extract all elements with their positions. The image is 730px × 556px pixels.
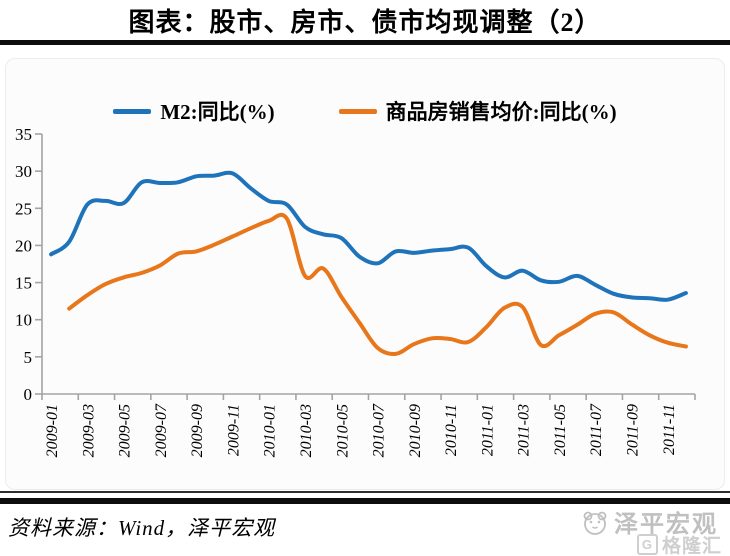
- legend-label-houseprice: 商品房销售均价:同比(%): [385, 100, 617, 124]
- svg-text:25: 25: [15, 199, 32, 218]
- svg-text:2009-11: 2009-11: [225, 404, 242, 456]
- legend-item-m2: M2:同比(%): [113, 96, 275, 126]
- svg-text:2009-05: 2009-05: [117, 404, 134, 457]
- svg-text:2010-09: 2010-09: [407, 404, 424, 457]
- svg-text:2009-01: 2009-01: [44, 404, 61, 457]
- svg-text:2009-09: 2009-09: [189, 404, 206, 457]
- watermark-brand1-text: 泽平宏观: [614, 511, 718, 538]
- svg-text:2010-07: 2010-07: [371, 403, 388, 457]
- source-note: 资料来源：Wind，泽平宏观: [8, 516, 276, 540]
- watermark-brand2-text: 格隆汇: [661, 536, 722, 556]
- title-divider-bar: [0, 40, 730, 45]
- svg-text:5: 5: [24, 348, 33, 367]
- gelonghui-logo-icon: G: [636, 534, 658, 555]
- svg-text:10: 10: [15, 311, 32, 330]
- svg-text:2011-07: 2011-07: [588, 403, 605, 456]
- svg-text:20: 20: [15, 236, 32, 255]
- svg-text:35: 35: [15, 125, 32, 144]
- svg-text:2011-11: 2011-11: [661, 404, 678, 455]
- svg-text:0: 0: [24, 385, 33, 404]
- svg-text:2011-09: 2011-09: [625, 404, 642, 456]
- legend-label-m2: M2:同比(%): [160, 100, 275, 124]
- svg-text:2009-03: 2009-03: [80, 404, 97, 457]
- houseprice-line-swatch: [338, 108, 377, 114]
- svg-text:2011-03: 2011-03: [516, 404, 533, 456]
- chart-legend: M2:同比(%) 商品房销售均价:同比(%): [0, 96, 730, 126]
- svg-text:2010-05: 2010-05: [334, 404, 351, 457]
- svg-text:15: 15: [15, 274, 32, 293]
- svg-text:2011-05: 2011-05: [552, 404, 569, 456]
- brand-mascot-icon: [583, 511, 607, 535]
- svg-text:2010-03: 2010-03: [298, 404, 315, 457]
- legend-item-houseprice: 商品房销售均价:同比(%): [338, 96, 617, 126]
- watermark-zepinghongguan: 泽平宏观: [580, 504, 718, 539]
- chart-title: 图表：股市、房市、债市均现调整（2）: [128, 8, 602, 37]
- svg-text:2009-07: 2009-07: [153, 403, 170, 457]
- footer-thin-rule: [0, 491, 730, 493]
- watermark-gelonghui: G 格隆汇: [636, 531, 722, 556]
- svg-text:2010-01: 2010-01: [262, 404, 279, 457]
- footer-thick-bar: [0, 498, 730, 504]
- m2-line-swatch: [113, 108, 152, 114]
- svg-text:2010-11: 2010-11: [443, 404, 460, 456]
- svg-text:30: 30: [15, 162, 32, 181]
- svg-text:2011-01: 2011-01: [479, 404, 496, 456]
- chart-card: [5, 58, 725, 490]
